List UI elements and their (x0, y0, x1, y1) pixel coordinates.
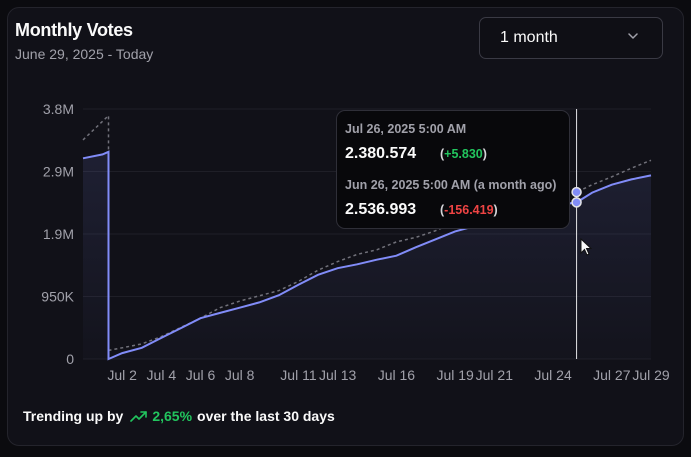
card-title: Monthly Votes (15, 20, 133, 40)
y-tick-label: 3.8M (43, 101, 74, 117)
y-axis: 0 950K 1.9M 2.9M 3.8M (41, 101, 74, 367)
previous-hover-point (571, 186, 582, 198)
x-tick-label: Jul 16 (378, 367, 416, 383)
tooltip-current-value: 2.380.574 (345, 145, 417, 162)
tooltip-previous-date: Jun 26, 2025 5:00 AM (a month ago) (345, 178, 557, 192)
tooltip-current-delta-value: +5.830 (444, 147, 483, 161)
x-tick-label: Jul 8 (225, 367, 255, 383)
range-select-value: 1 month (500, 29, 558, 46)
y-tick-label: 0 (66, 351, 74, 367)
chevron-down-icon (626, 29, 640, 48)
x-tick-label: Jul 19 (436, 367, 474, 383)
x-axis: Jul 2 Jul 4 Jul 6 Jul 8 Jul 11 Jul 13 Jul 16 Ju… (107, 367, 670, 383)
tooltip-previous-value: 2.536.993 (345, 201, 417, 218)
trending-up-icon (130, 409, 148, 423)
y-tick-label: 2.9M (43, 164, 74, 180)
range-select[interactable]: 1 month (479, 17, 663, 59)
mouse-cursor-icon (580, 237, 594, 263)
x-tick-label: Jul 2 (107, 367, 137, 383)
current-series-area (83, 151, 651, 359)
trend-prefix: Trending up by (23, 408, 124, 424)
x-tick-label: Jul 11 (280, 367, 317, 383)
tooltip-previous-delta-value: -156.419 (444, 203, 494, 217)
trend-percent: 2,65% (152, 408, 193, 424)
current-hover-point (571, 197, 582, 208)
tooltip-previous-delta: (-156.419) (440, 203, 498, 217)
x-tick-label: Jul 21 (476, 367, 514, 383)
previous-period-line (82, 113, 652, 352)
x-tick-label: Jul 13 (319, 367, 357, 383)
tooltip-current-delta: (+5.830) (440, 147, 487, 161)
x-tick-label: Jul 4 (147, 367, 177, 383)
card-subtitle: June 29, 2025 - Today (15, 46, 154, 62)
x-tick-label: Jul 29 (632, 367, 670, 383)
y-tick-label: 1.9M (43, 226, 74, 242)
x-tick-label: Jul 6 (186, 367, 216, 383)
x-tick-label: Jul 27 (593, 367, 631, 383)
chart-tooltip: Jul 26, 2025 5:00 AM 2.380.574 (+5.830) … (336, 110, 570, 229)
y-tick-label: 950K (41, 289, 74, 305)
trend-suffix: over the last 30 days (197, 408, 335, 424)
trend-summary: Trending up by 2,65% over the last 30 da… (23, 408, 335, 424)
x-tick-label: Jul 24 (534, 367, 572, 383)
tooltip-current-date: Jul 26, 2025 5:00 AM (345, 122, 467, 136)
